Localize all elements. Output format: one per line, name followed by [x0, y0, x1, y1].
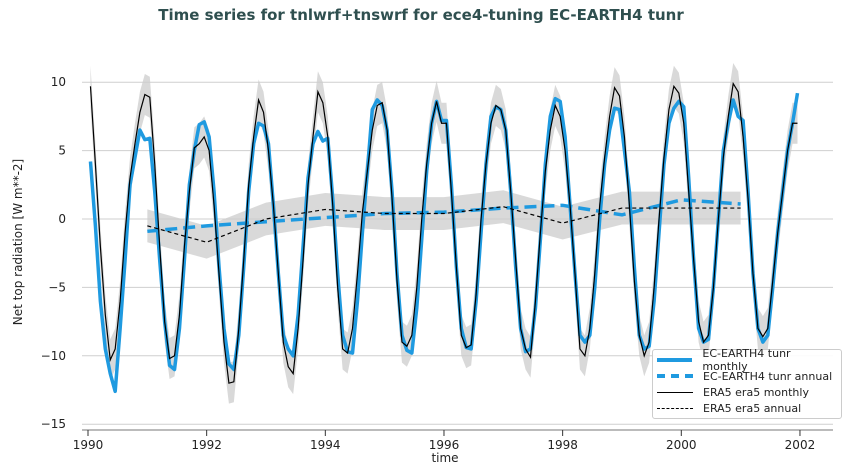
y-tick-label: 0 — [58, 212, 66, 226]
legend-swatch — [657, 407, 693, 409]
chart-title: Time series for tnlwrf+tnswrf for ece4-t… — [158, 6, 684, 24]
x-tick-label: 1994 — [310, 438, 341, 452]
legend-label: ERA5 era5 monthly — [703, 385, 809, 399]
y-tick-label: −10 — [41, 349, 66, 363]
x-tick-label: 2000 — [666, 438, 697, 452]
legend-item: ERA5 era5 annual — [657, 400, 837, 416]
x-tick-label: 2002 — [785, 438, 816, 452]
legend-item: EC-EARTH4 tunr annual — [657, 368, 837, 384]
x-tick-label: 1992 — [191, 438, 222, 452]
legend-item: ERA5 era5 monthly — [657, 384, 837, 400]
era5-annual-spread-band — [147, 190, 741, 259]
y-axis-label: Net top radiation [W m**-2] — [11, 159, 25, 325]
x-tick-label: 1990 — [73, 438, 104, 452]
legend-item: EC-EARTH4 tunr monthly — [657, 347, 837, 373]
legend: EC-EARTH4 tunr monthly EC-EARTH4 tunr an… — [652, 347, 842, 419]
legend-swatch — [657, 374, 693, 378]
y-tick-label: −15 — [41, 417, 66, 431]
y-tick-label: −5 — [48, 280, 66, 294]
legend-swatch — [657, 358, 693, 362]
legend-label: EC-EARTH4 tunr monthly — [702, 347, 791, 373]
legend-label: EC-EARTH4 tunr annual — [703, 369, 833, 383]
series-line-era5-annual — [147, 206, 741, 243]
legend-swatch — [657, 391, 693, 393]
x-axis-label: time — [431, 451, 458, 465]
legend-label: ERA5 era5 annual — [703, 401, 802, 415]
series-line-era5-monthly — [89, 81, 798, 384]
x-tick-label: 1996 — [429, 438, 460, 452]
y-tick-label: 5 — [58, 144, 66, 158]
series-line-model-monthly — [88, 92, 800, 394]
y-tick-label: 10 — [51, 75, 66, 89]
x-tick-label: 1998 — [547, 438, 578, 452]
